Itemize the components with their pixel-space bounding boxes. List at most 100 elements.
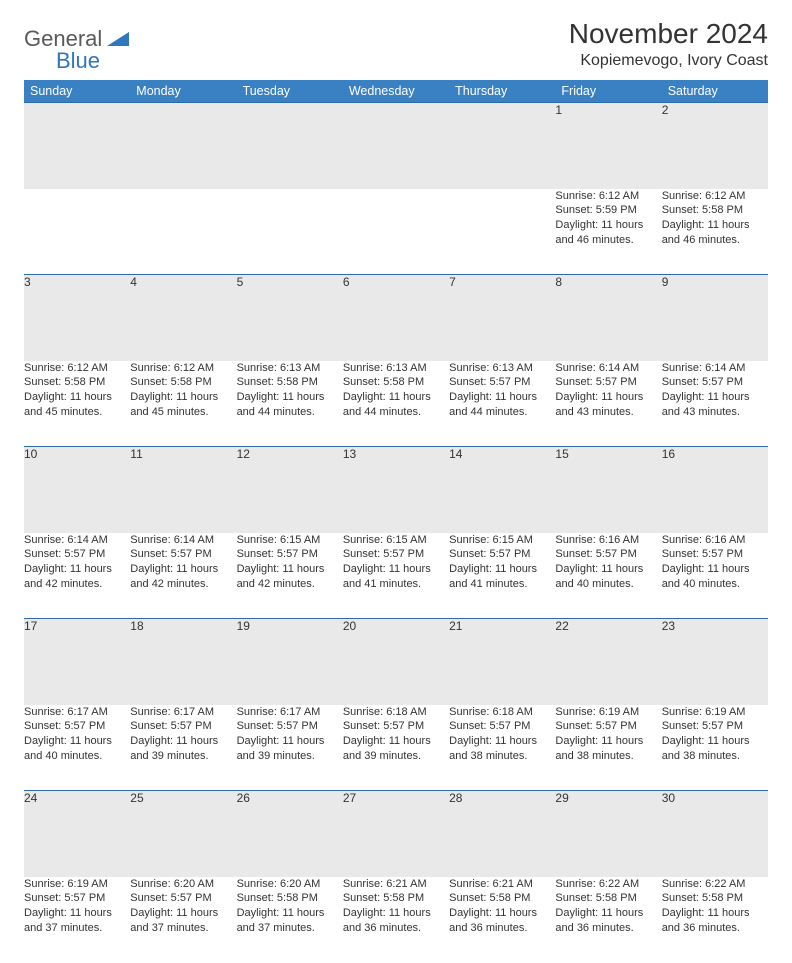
day-number: 19: [237, 619, 343, 705]
daylight-text: Daylight: 11 hours and 40 minutes.: [662, 562, 768, 592]
sunrise-text: Sunrise: 6:12 AM: [555, 189, 661, 204]
day-number: 9: [662, 275, 768, 361]
weekday-header: Tuesday: [237, 80, 343, 103]
sunset-text: Sunset: 5:59 PM: [555, 203, 661, 218]
day-cell: [237, 189, 343, 275]
day-number: 21: [449, 619, 555, 705]
sunrise-text: Sunrise: 6:15 AM: [449, 533, 555, 548]
sunrise-text: Sunrise: 6:13 AM: [449, 361, 555, 376]
day-number: 24: [24, 791, 130, 877]
daylight-text: Daylight: 11 hours and 44 minutes.: [449, 390, 555, 420]
sunrise-text: Sunrise: 6:14 AM: [555, 361, 661, 376]
sunrise-text: Sunrise: 6:17 AM: [237, 705, 343, 720]
daylight-text: Daylight: 11 hours and 37 minutes.: [237, 906, 343, 936]
sunset-text: Sunset: 5:58 PM: [237, 891, 343, 906]
day-number: 26: [237, 791, 343, 877]
logo-triangle-icon: [107, 28, 129, 51]
day-cell: [343, 189, 449, 275]
day-cell: [130, 189, 236, 275]
day-cell: Sunrise: 6:15 AMSunset: 5:57 PMDaylight:…: [343, 533, 449, 619]
day-cell: Sunrise: 6:14 AMSunset: 5:57 PMDaylight:…: [662, 361, 768, 447]
day-number: 15: [555, 447, 661, 533]
day-cell: Sunrise: 6:12 AMSunset: 5:59 PMDaylight:…: [555, 189, 661, 275]
daylight-text: Daylight: 11 hours and 46 minutes.: [555, 218, 661, 248]
sunrise-text: Sunrise: 6:22 AM: [662, 877, 768, 892]
day-cell: Sunrise: 6:12 AMSunset: 5:58 PMDaylight:…: [662, 189, 768, 275]
sunset-text: Sunset: 5:57 PM: [662, 375, 768, 390]
day-number: 4: [130, 275, 236, 361]
day-cell: Sunrise: 6:17 AMSunset: 5:57 PMDaylight:…: [130, 705, 236, 791]
day-cell: Sunrise: 6:16 AMSunset: 5:57 PMDaylight:…: [555, 533, 661, 619]
day-number: 2: [662, 103, 768, 189]
daylight-text: Daylight: 11 hours and 42 minutes.: [130, 562, 236, 592]
title-block: November 2024 Kopiemevogo, Ivory Coast: [569, 18, 768, 70]
sunrise-text: Sunrise: 6:20 AM: [237, 877, 343, 892]
day-cell: Sunrise: 6:18 AMSunset: 5:57 PMDaylight:…: [449, 705, 555, 791]
day-cell: Sunrise: 6:21 AMSunset: 5:58 PMDaylight:…: [343, 877, 449, 963]
weekday-header: Monday: [130, 80, 236, 103]
sunset-text: Sunset: 5:58 PM: [555, 891, 661, 906]
day-cell: Sunrise: 6:16 AMSunset: 5:57 PMDaylight:…: [662, 533, 768, 619]
day-number: 22: [555, 619, 661, 705]
sunset-text: Sunset: 5:57 PM: [24, 547, 130, 562]
day-number: 10: [24, 447, 130, 533]
day-cell: [24, 189, 130, 275]
sunrise-text: Sunrise: 6:14 AM: [24, 533, 130, 548]
daylight-text: Daylight: 11 hours and 38 minutes.: [555, 734, 661, 764]
daylight-text: Daylight: 11 hours and 38 minutes.: [449, 734, 555, 764]
day-number: 13: [343, 447, 449, 533]
day-cell: Sunrise: 6:13 AMSunset: 5:58 PMDaylight:…: [237, 361, 343, 447]
header: General November 2024 Kopiemevogo, Ivory…: [24, 18, 768, 70]
daylight-text: Daylight: 11 hours and 46 minutes.: [662, 218, 768, 248]
sunrise-text: Sunrise: 6:12 AM: [130, 361, 236, 376]
content-row: Sunrise: 6:12 AMSunset: 5:58 PMDaylight:…: [24, 361, 768, 447]
weekday-header: Wednesday: [343, 80, 449, 103]
day-number: 7: [449, 275, 555, 361]
day-cell: Sunrise: 6:22 AMSunset: 5:58 PMDaylight:…: [662, 877, 768, 963]
day-number: [449, 103, 555, 189]
day-number: 23: [662, 619, 768, 705]
day-cell: Sunrise: 6:20 AMSunset: 5:58 PMDaylight:…: [237, 877, 343, 963]
daylight-text: Daylight: 11 hours and 45 minutes.: [24, 390, 130, 420]
daylight-text: Daylight: 11 hours and 42 minutes.: [237, 562, 343, 592]
content-row: Sunrise: 6:17 AMSunset: 5:57 PMDaylight:…: [24, 705, 768, 791]
day-number: 6: [343, 275, 449, 361]
daylight-text: Daylight: 11 hours and 39 minutes.: [343, 734, 449, 764]
day-cell: [449, 189, 555, 275]
day-cell: Sunrise: 6:13 AMSunset: 5:58 PMDaylight:…: [343, 361, 449, 447]
day-cell: Sunrise: 6:15 AMSunset: 5:57 PMDaylight:…: [449, 533, 555, 619]
day-cell: Sunrise: 6:13 AMSunset: 5:57 PMDaylight:…: [449, 361, 555, 447]
day-number: 3: [24, 275, 130, 361]
weekday-header: Sunday: [24, 80, 130, 103]
day-number: 30: [662, 791, 768, 877]
day-cell: Sunrise: 6:15 AMSunset: 5:57 PMDaylight:…: [237, 533, 343, 619]
sunset-text: Sunset: 5:57 PM: [237, 719, 343, 734]
sunset-text: Sunset: 5:57 PM: [555, 719, 661, 734]
sunset-text: Sunset: 5:57 PM: [662, 547, 768, 562]
daynum-row: 17181920212223: [24, 619, 768, 705]
sunset-text: Sunset: 5:58 PM: [343, 891, 449, 906]
daylight-text: Daylight: 11 hours and 37 minutes.: [130, 906, 236, 936]
daylight-text: Daylight: 11 hours and 42 minutes.: [24, 562, 130, 592]
sunset-text: Sunset: 5:58 PM: [343, 375, 449, 390]
sunrise-text: Sunrise: 6:15 AM: [237, 533, 343, 548]
calendar-table: Sunday Monday Tuesday Wednesday Thursday…: [24, 80, 768, 963]
sunrise-text: Sunrise: 6:12 AM: [24, 361, 130, 376]
content-row: Sunrise: 6:14 AMSunset: 5:57 PMDaylight:…: [24, 533, 768, 619]
sunset-text: Sunset: 5:58 PM: [662, 203, 768, 218]
content-row: Sunrise: 6:12 AMSunset: 5:59 PMDaylight:…: [24, 189, 768, 275]
daylight-text: Daylight: 11 hours and 39 minutes.: [237, 734, 343, 764]
daylight-text: Daylight: 11 hours and 43 minutes.: [555, 390, 661, 420]
daylight-text: Daylight: 11 hours and 36 minutes.: [662, 906, 768, 936]
day-number: [130, 103, 236, 189]
day-number: 18: [130, 619, 236, 705]
sunrise-text: Sunrise: 6:13 AM: [343, 361, 449, 376]
day-number: 8: [555, 275, 661, 361]
day-cell: Sunrise: 6:19 AMSunset: 5:57 PMDaylight:…: [555, 705, 661, 791]
day-number: 5: [237, 275, 343, 361]
sunrise-text: Sunrise: 6:12 AM: [662, 189, 768, 204]
day-cell: Sunrise: 6:19 AMSunset: 5:57 PMDaylight:…: [662, 705, 768, 791]
day-cell: Sunrise: 6:22 AMSunset: 5:58 PMDaylight:…: [555, 877, 661, 963]
sunset-text: Sunset: 5:57 PM: [130, 547, 236, 562]
sunrise-text: Sunrise: 6:21 AM: [449, 877, 555, 892]
